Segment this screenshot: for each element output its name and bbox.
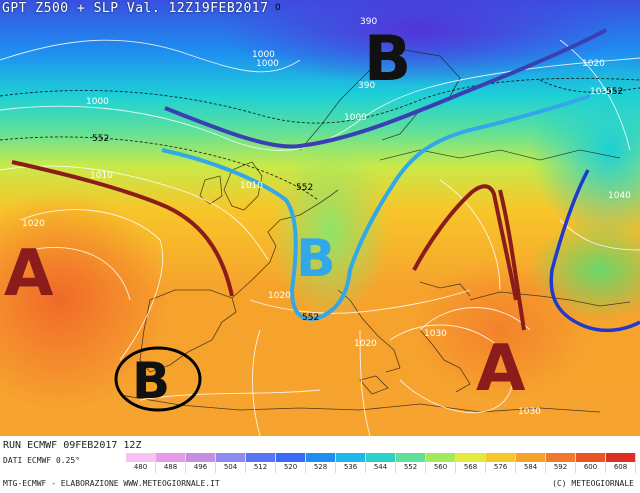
- scale-color: [396, 453, 425, 462]
- scale-swatch: 608: [606, 453, 636, 473]
- pressure-label: 390: [358, 81, 375, 91]
- scale-swatch: 552: [396, 453, 426, 473]
- green-trough-central: [270, 140, 390, 320]
- scale-color: [246, 453, 275, 462]
- pressure-label: 1000: [86, 97, 109, 107]
- low-pressure-north: B: [364, 22, 411, 95]
- scale-swatch: 592: [546, 453, 576, 473]
- scale-swatch: 528: [306, 453, 336, 473]
- warm-core-west: [0, 190, 170, 410]
- coastlines: [119, 49, 631, 413]
- scale-label: 552: [403, 463, 418, 471]
- color-scale-legend: 480 488 496 504 512 520 528 536 544 552 560 568 576 5…: [126, 453, 636, 473]
- pressure-label: 1030: [518, 407, 541, 417]
- scale-label: 504: [223, 463, 238, 471]
- pressure-label: 1000: [256, 59, 279, 69]
- ridge-line-east-b: [498, 189, 526, 331]
- scale-color: [516, 453, 545, 462]
- scale-color: [456, 453, 485, 462]
- scale-label: 584: [523, 463, 538, 471]
- scale-label: 576: [493, 463, 508, 471]
- pressure-label: 1030: [590, 87, 613, 97]
- scale-color: [216, 453, 245, 462]
- scale-label: 544: [373, 463, 388, 471]
- data-source: DATI ECMWF 0.25°: [3, 456, 81, 465]
- scale-color: [186, 453, 215, 462]
- scale-label: 600: [583, 463, 598, 471]
- scale-swatch: 560: [426, 453, 456, 473]
- ridge-line-east-a: [412, 184, 518, 301]
- scale-label: 520: [283, 463, 298, 471]
- geopotential-contours: [0, 77, 640, 201]
- scale-label: 488: [163, 463, 178, 471]
- scale-color: [276, 453, 305, 462]
- scale-swatch: 504: [216, 453, 246, 473]
- weather-map: 390 390 1000 1000 1000 1000 1020 1020 10…: [0, 0, 640, 436]
- scale-color: [606, 453, 635, 462]
- high-pressure-southeast: A: [476, 332, 526, 406]
- pressure-label: 1010: [90, 171, 113, 181]
- pressure-label: 1020: [354, 339, 377, 349]
- scale-swatch: 480: [126, 453, 156, 473]
- scale-label: 512: [253, 463, 268, 471]
- scale-color: [486, 453, 515, 462]
- low-pressure-central: B: [296, 229, 336, 289]
- scale-color: [426, 453, 455, 462]
- pressure-label: 1030: [424, 329, 447, 339]
- geopotential-label: 552: [92, 134, 109, 144]
- geopotential-label: 552: [296, 183, 313, 193]
- geopotential-label: 552: [302, 313, 319, 323]
- iberia-low-circle: [114, 346, 202, 412]
- scale-swatch: 584: [516, 453, 546, 473]
- scale-swatch: 576: [486, 453, 516, 473]
- scale-color: [126, 453, 155, 462]
- scale-color: [366, 453, 395, 462]
- pressure-label: 390: [360, 17, 377, 27]
- credit-text: MTG-ECMWF - ELABORAZIONE WWW.METEOGIORNA…: [3, 479, 220, 488]
- scale-label: 536: [343, 463, 358, 471]
- scale-swatch: 520: [276, 453, 306, 473]
- scale-label: 560: [433, 463, 448, 471]
- high-pressure-west: A: [4, 237, 54, 311]
- scale-label: 496: [193, 463, 208, 471]
- scale-swatch: 536: [336, 453, 366, 473]
- scale-label: 480: [133, 463, 148, 471]
- scale-swatch: 544: [366, 453, 396, 473]
- scale-color: [336, 453, 365, 462]
- pressure-label: 1000: [252, 50, 275, 60]
- trough-line-north: [164, 28, 607, 149]
- map-title: GPT Z500 + SLP Val. 12Z19FEB2017: [2, 1, 269, 16]
- isobars: [0, 39, 640, 436]
- cold-core-north: [220, 0, 620, 85]
- scale-swatch: 496: [186, 453, 216, 473]
- scale-color: [576, 453, 605, 462]
- geopotential-label: 552: [606, 87, 623, 97]
- pressure-label: 1040: [608, 191, 631, 201]
- low-pressure-iberia: B: [132, 352, 170, 410]
- corner-value: 0: [275, 3, 281, 13]
- ridge-line-west: [11, 160, 234, 297]
- run-info: RUN ECMWF 09FEB2017 12Z: [3, 440, 142, 451]
- pressure-label: 1010: [240, 181, 263, 191]
- scale-label: 528: [313, 463, 328, 471]
- pressure-label: 1000: [344, 113, 367, 123]
- copyright-text: (C) METEOGIORNALE: [552, 479, 634, 488]
- scale-label: 592: [553, 463, 568, 471]
- trough-line-central: [161, 94, 591, 321]
- scale-color: [306, 453, 335, 462]
- pressure-label: 1020: [582, 59, 605, 69]
- scale-swatch: 568: [456, 453, 486, 473]
- scale-color: [546, 453, 575, 462]
- footer: [0, 436, 640, 493]
- scale-swatch: 600: [576, 453, 606, 473]
- pressure-label: 1020: [22, 219, 45, 229]
- pressure-label: 1020: [268, 291, 291, 301]
- scale-swatch: 488: [156, 453, 186, 473]
- scale-label: 568: [463, 463, 478, 471]
- trough-line-east: [549, 169, 640, 333]
- scale-swatch: 512: [246, 453, 276, 473]
- scale-label: 608: [613, 463, 628, 471]
- scale-color: [156, 453, 185, 462]
